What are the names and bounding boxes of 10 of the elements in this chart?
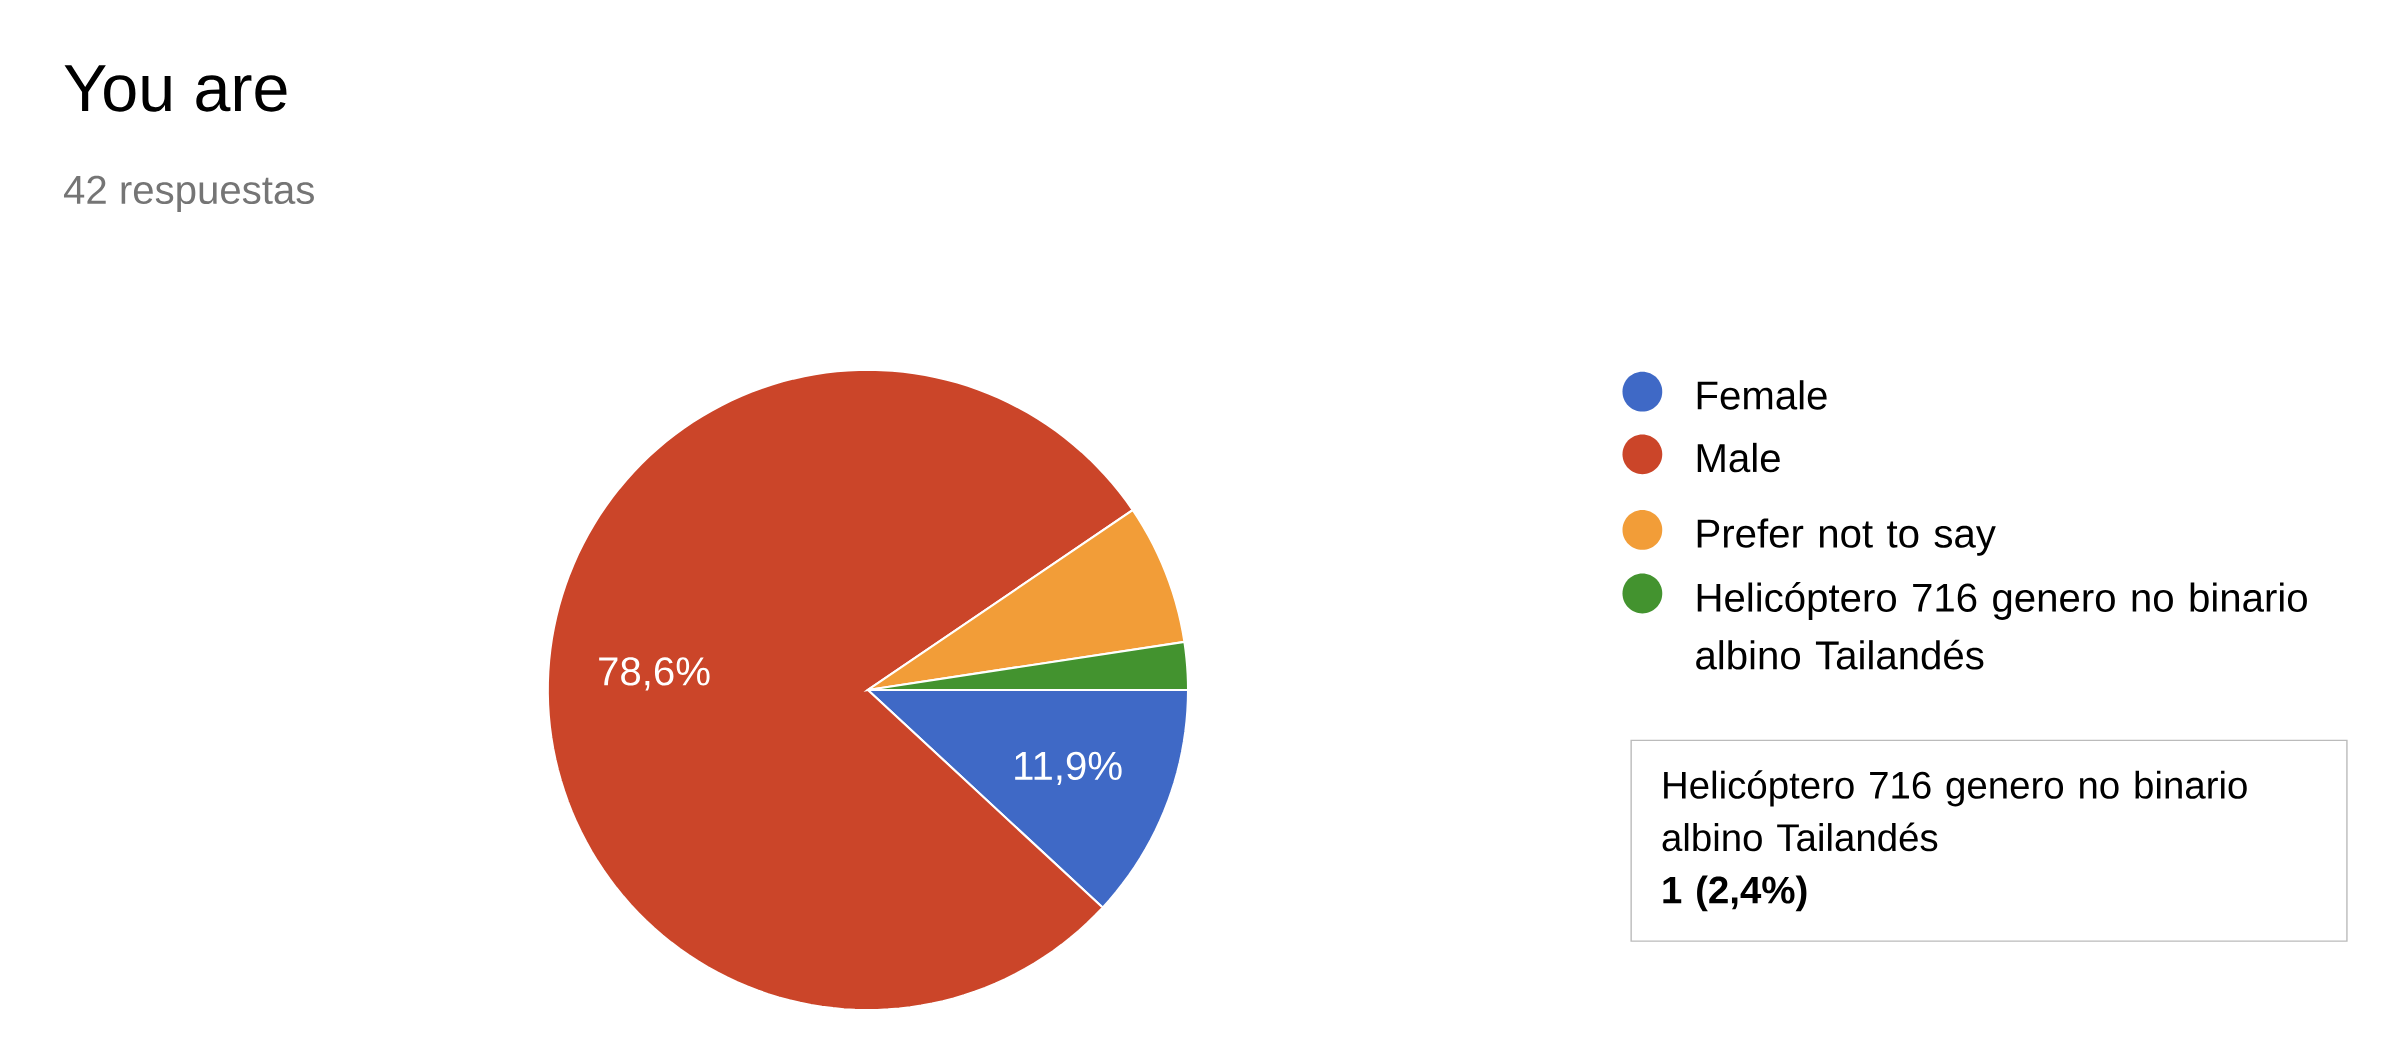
data-label: 11,9% [1015, 751, 1122, 785]
legend-label: Prefer not to say [1697, 518, 1996, 556]
text: 1 (2,4%) [1663, 875, 1807, 912]
text: 42 respuestas [63, 175, 314, 213]
text: Helicóptero 716 genero no binario albino Tailandés [1662, 770, 2247, 852]
data-label: 78,6% [599, 657, 710, 691]
chart-title: You are [64, 65, 287, 112]
legend-label: Male [1697, 442, 1780, 473]
legend-label: Helicóptero 716 genero no binario albino Tailandés [1696, 582, 2307, 670]
legend-label: Female [1697, 380, 1827, 410]
